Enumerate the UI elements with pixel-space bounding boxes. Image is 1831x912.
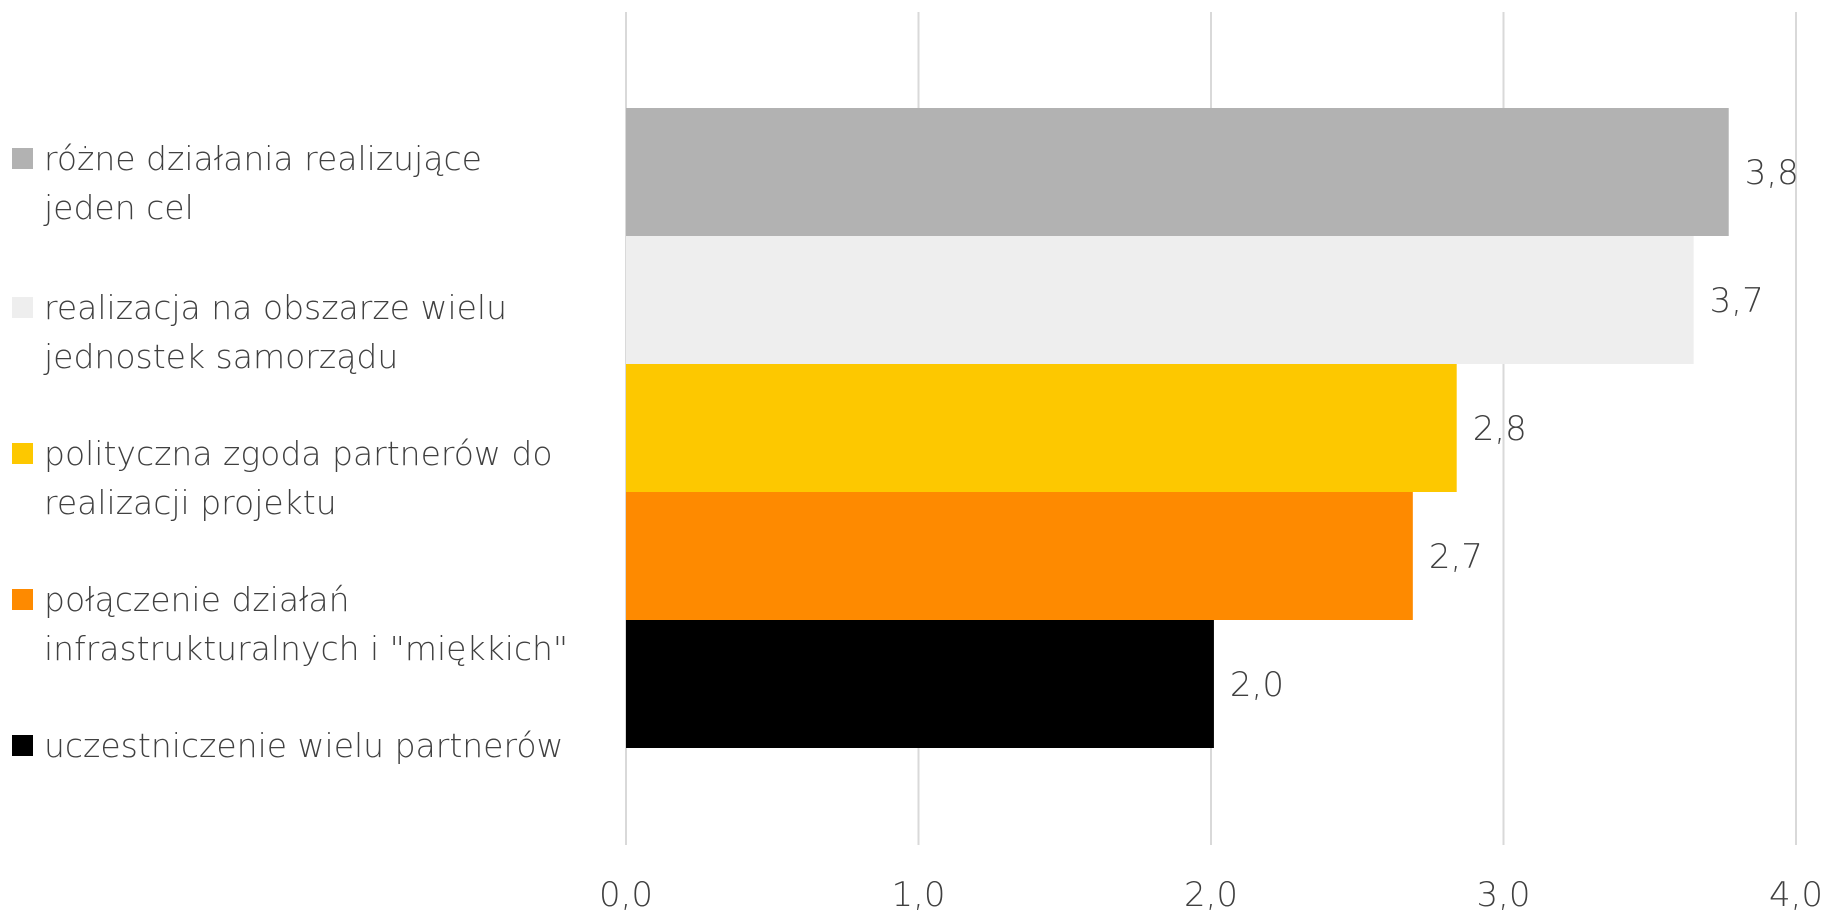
legend-swatch [12,148,33,169]
legend-label-line: realizacji projektu [44,483,337,522]
bar-value-label: 2,8 [1473,409,1527,449]
bar-value-label: 2,0 [1230,665,1284,705]
legend-label-line: infrastrukturalnych i "miękkich" [44,629,569,668]
x-tick-label: 2,0 [1184,875,1238,912]
legend-label-line: realizacja na obszarze wielu [44,288,507,327]
legend-swatch [12,589,33,610]
legend-label-line: połączenie działań [44,580,350,619]
legend-label-line: polityczna zgoda partnerów do [44,434,553,473]
bar-value-label: 2,7 [1429,537,1483,577]
legend-label-line: różne działania realizujące [44,139,482,178]
bar [626,108,1729,236]
bar [626,364,1457,492]
legend-swatch [12,443,33,464]
bar [626,620,1214,748]
bar [626,236,1694,364]
legend-label-line: uczestniczenie wielu partnerów [44,726,564,765]
legend-label: realizacja na obszarze wielu jednostek s… [44,283,604,381]
legend-label-line: jeden cel [44,188,194,227]
bar-value-label: 3,8 [1745,153,1799,193]
value-labels: 3,8 3,7 2,8 2,7 2,0 [1230,153,1799,705]
bars [626,108,1729,748]
legend-label-line: jednostek samorządu [44,337,399,376]
bar-value-label: 3,7 [1710,281,1764,321]
x-tick-label: 3,0 [1476,875,1530,912]
x-tick-label: 4,0 [1769,875,1823,912]
x-axis-tick-labels: 0,0 1,0 2,0 3,0 4,0 [599,875,1823,912]
legend-label: uczestniczenie wielu partnerów [44,721,604,770]
legend-label: różne działania realizujące jeden cel [44,134,604,232]
x-tick-label: 1,0 [891,875,945,912]
legend-label: połączenie działań infrastrukturalnych i… [44,575,604,673]
bar [626,492,1413,620]
legend-swatch [12,735,33,756]
x-tick-label: 0,0 [599,875,653,912]
legend-swatch [12,297,33,318]
legend-label: polityczna zgoda partnerów do realizacji… [44,429,604,527]
